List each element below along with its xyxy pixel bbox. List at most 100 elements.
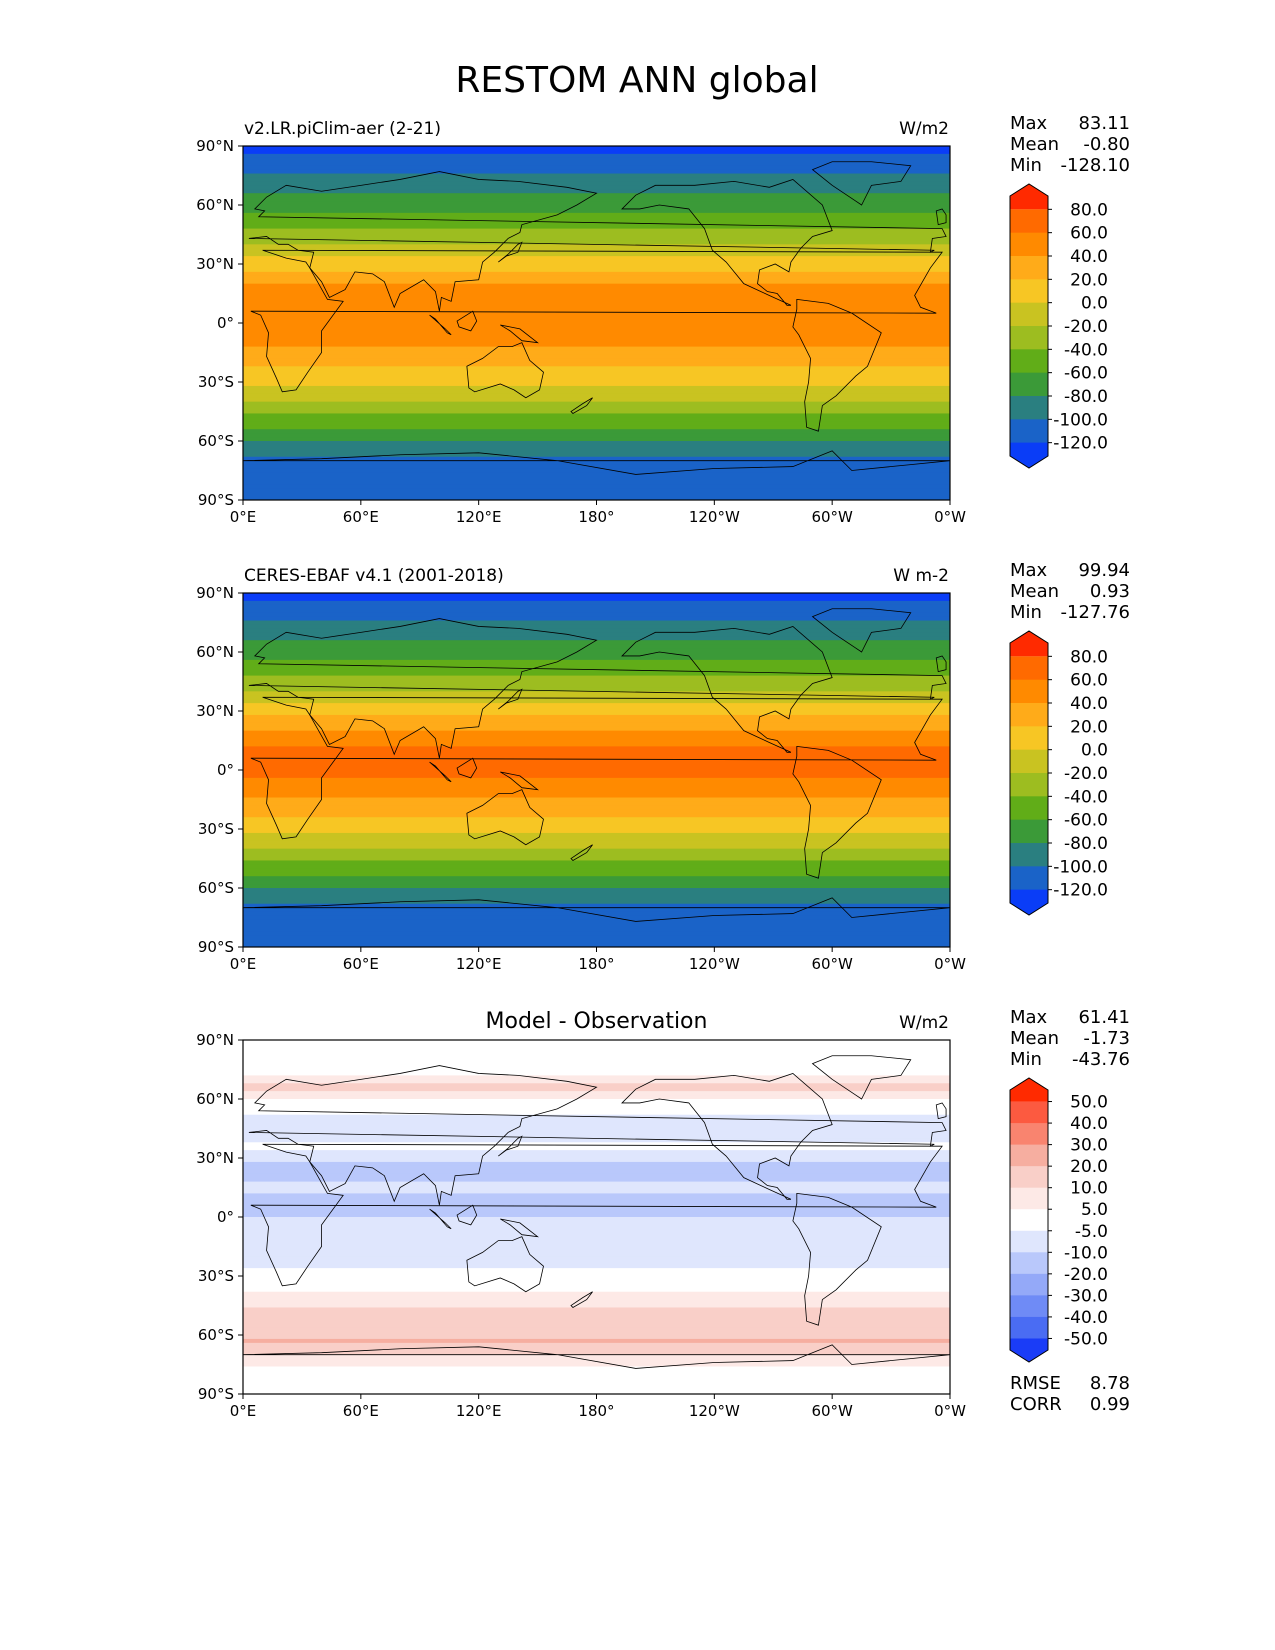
coastline [248,1065,947,1206]
colorbar-segment [1010,1295,1048,1318]
coastline [429,761,452,783]
x-tick-label: 120°E [456,955,502,973]
colorbar-segment [1010,1230,1048,1253]
field-band [243,793,950,799]
coastline [248,171,947,312]
coastline [621,625,833,753]
field-band [243,146,950,151]
field-band [243,323,950,328]
stat-value: 61.41 [1078,1007,1130,1028]
field-band [243,1264,950,1269]
field-band [243,864,950,869]
stat-label: Min [1010,1049,1042,1070]
field-band [243,1279,950,1285]
field-band [243,326,950,332]
field-band [243,1224,950,1230]
colorbar-label: -60.0 [1064,364,1108,384]
field-band [243,785,950,791]
field-band [243,456,950,462]
field-band [243,746,950,751]
field-band [243,852,950,858]
colorbar-label: -100.0 [1053,857,1108,877]
stat-value: -43.76 [1072,1049,1130,1070]
field-band [243,1217,950,1222]
colorbar-label: 80.0 [1070,200,1108,220]
field-band [243,264,950,269]
field-band [243,350,950,356]
y-tick-label: 0° [217,761,234,779]
field-band [243,738,950,744]
colorbar-label: 30.0 [1070,1136,1108,1156]
field-band [243,338,950,344]
field-band [243,620,950,626]
coastline [456,757,478,779]
field-band [243,596,950,602]
field-band [243,742,950,747]
panel-units: W/m2 [899,119,949,139]
field-band [243,1161,950,1167]
x-tick-label: 0°W [934,508,966,526]
field-band [243,295,950,300]
stat-value: 83.11 [1078,113,1130,134]
field-band [243,923,950,928]
stat-value: 99.94 [1078,560,1130,581]
field-band [243,825,950,830]
field-band [243,1272,950,1277]
field-band [243,1319,950,1324]
colorbar-segment [1010,1144,1048,1167]
colorbar-segment [1010,349,1048,374]
field-band [243,1173,950,1179]
field-band [243,663,950,669]
field-band [243,169,950,175]
field-band [243,707,950,712]
field-band [243,766,950,771]
field-band [243,1338,950,1344]
field-band [243,1134,950,1139]
x-tick-label: 120°E [456,1402,502,1420]
field-band [243,480,950,485]
field-band [243,1295,950,1301]
colorbar-label: 80.0 [1070,647,1108,667]
field-band [243,868,950,873]
field-band [243,334,950,340]
coastline [498,241,523,263]
y-tick-label: 0° [217,314,234,332]
colorbar-segment [1010,749,1048,774]
field-band [243,425,950,430]
field-band [243,315,950,320]
field-band [243,468,950,474]
field-band [243,805,950,810]
field-band [243,1236,950,1242]
map-area [243,1040,950,1394]
field-band [243,1091,950,1096]
field-band [243,1209,950,1214]
coastline [935,208,947,226]
field-band [243,291,950,297]
map-panel-3: Model - Observation W/m2 0°E 60°E 120°E 180° 1… [196,1007,1130,1420]
field-band [243,1382,950,1387]
coastline [456,310,478,332]
field-band [243,675,950,681]
stat-label: Min [1010,602,1042,623]
field-band [243,699,950,704]
field-band [243,1311,950,1316]
field-band [243,758,950,763]
field-band [243,271,950,277]
colorbar-label: -120.0 [1053,434,1108,454]
field-band [243,413,950,418]
colorbar-label: -40.0 [1064,787,1108,807]
field-band [243,1075,950,1080]
coastline [456,1204,478,1226]
field-band [243,797,950,803]
colorbar-label: 5.0 [1081,1200,1108,1220]
field-band [243,1181,950,1187]
field-band [243,224,950,230]
field-band [243,821,950,826]
field-band [243,915,950,921]
coastline [935,1102,947,1120]
colorbar-label: -60.0 [1064,811,1108,831]
stat-value: -1.73 [1083,1028,1130,1049]
field-band [243,1106,950,1112]
stat-value: -127.76 [1061,602,1130,623]
